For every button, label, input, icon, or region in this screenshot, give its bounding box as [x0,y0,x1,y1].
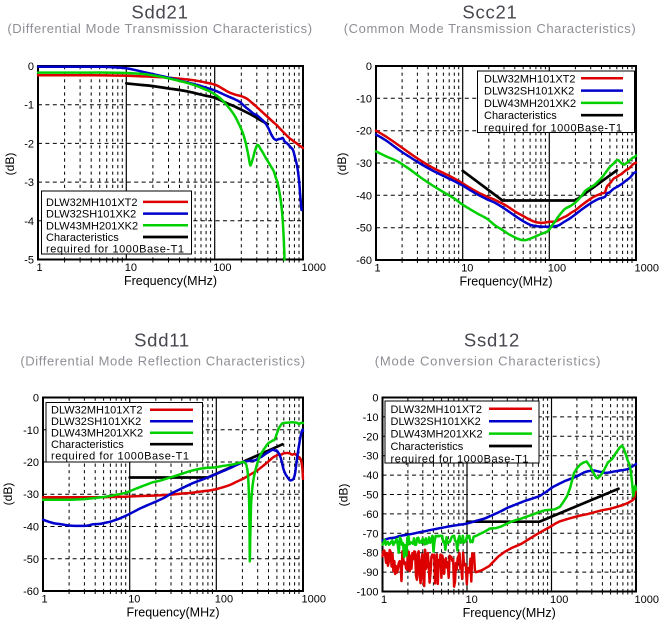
svg-text:Scc21: Scc21 [462,2,517,23]
svg-text:-20: -20 [23,457,39,469]
svg-text:0: 0 [33,393,39,405]
svg-text:-50: -50 [23,554,39,566]
svg-text:-40: -40 [363,470,379,482]
svg-text:Frequency(MHz): Frequency(MHz) [459,275,552,289]
svg-text:(Mode Conversion Characteristi: (Mode Conversion Characteristics) [375,353,602,368]
svg-text:Sdd11: Sdd11 [134,329,190,350]
svg-text:-50: -50 [356,223,372,235]
svg-text:DLW43MH201XK2: DLW43MH201XK2 [46,220,138,232]
svg-text:(Differential Mode Transmissio: (Differential Mode Transmission Characte… [7,21,312,36]
svg-text:DLW43MH201XK2: DLW43MH201XK2 [484,98,576,110]
svg-text:100: 100 [548,263,566,275]
svg-text:Frequency(MHz): Frequency(MHz) [463,606,556,620]
svg-text:DLW32MH101XT2: DLW32MH101XT2 [51,405,143,417]
svg-text:-90: -90 [363,567,379,579]
svg-text:(dB): (dB) [3,153,17,176]
svg-text:Characteristics: Characteristics [391,441,464,453]
svg-text:-40: -40 [356,190,372,202]
svg-text:DLW32SH101XK2: DLW32SH101XK2 [391,416,481,428]
svg-text:1000: 1000 [302,594,326,606]
svg-text:Frequency(MHz): Frequency(MHz) [124,274,217,288]
svg-text:1000: 1000 [635,594,659,606]
svg-text:required for 1000Base-T1: required for 1000Base-T1 [484,123,623,135]
svg-text:-70: -70 [363,528,379,540]
svg-text:100: 100 [213,262,231,274]
svg-text:DLW32MH101XT2: DLW32MH101XT2 [391,404,483,416]
svg-text:Sdd21: Sdd21 [131,2,188,23]
svg-text:10: 10 [461,263,473,275]
svg-text:1000: 1000 [635,263,659,275]
svg-text:-10: -10 [23,425,39,437]
svg-text:0: 0 [28,61,34,73]
svg-text:-30: -30 [356,158,372,170]
svg-text:-60: -60 [363,509,379,521]
svg-text:1: 1 [42,594,48,606]
svg-text:-20: -20 [363,431,379,443]
svg-text:-4: -4 [24,216,34,228]
svg-text:1000: 1000 [302,262,326,274]
svg-text:0: 0 [372,393,378,405]
svg-text:Ssd12: Ssd12 [464,329,520,350]
svg-text:-100: -100 [356,587,378,599]
svg-text:1: 1 [375,263,381,275]
svg-text:(Common Mode Transmission Char: (Common Mode Transmission Characteristic… [344,21,637,36]
svg-text:DLW32SH101XK2: DLW32SH101XK2 [51,416,141,428]
svg-text:DLW32SH101XK2: DLW32SH101XK2 [46,209,136,221]
svg-text:Characteristics: Characteristics [51,439,124,451]
svg-text:DLW32MH101XT2: DLW32MH101XT2 [46,197,138,209]
svg-text:(dB): (dB) [335,153,349,176]
svg-text:required for 1000Base-T1: required for 1000Base-T1 [391,453,530,465]
svg-text:Frequency(MHz): Frequency(MHz) [126,606,219,620]
svg-text:100: 100 [215,594,233,606]
svg-text:-10: -10 [356,93,372,105]
svg-text:-80: -80 [363,548,379,560]
svg-text:-50: -50 [363,490,379,502]
svg-text:required for 1000Base-T1: required for 1000Base-T1 [46,244,185,256]
svg-text:-60: -60 [23,586,39,598]
svg-text:1: 1 [381,594,387,606]
svg-text:-3: -3 [24,177,34,189]
svg-text:10: 10 [466,594,478,606]
svg-text:-60: -60 [356,255,372,267]
svg-text:100: 100 [550,594,568,606]
svg-text:-2: -2 [24,138,34,150]
svg-text:(dB): (dB) [336,484,350,507]
svg-text:-20: -20 [356,126,372,138]
svg-text:10: 10 [125,262,137,274]
svg-text:-5: -5 [24,255,34,267]
svg-text:0: 0 [366,61,372,73]
svg-text:(Differential Mode Reflection: (Differential Mode Reflection Characteri… [20,353,305,368]
svg-text:required for 1000Base-T1: required for 1000Base-T1 [51,451,190,463]
svg-text:-10: -10 [363,412,379,424]
svg-text:-30: -30 [23,489,39,501]
svg-text:DLW32MH101XT2: DLW32MH101XT2 [484,73,576,85]
svg-text:DLW32SH101XK2: DLW32SH101XK2 [484,86,574,98]
svg-text:-1: -1 [24,100,34,112]
svg-text:DLW43MH201XK2: DLW43MH201XK2 [391,429,483,441]
svg-text:Characteristics: Characteristics [46,232,119,244]
svg-text:1: 1 [37,262,43,274]
svg-text:Characteristics: Characteristics [484,110,557,122]
svg-text:DLW43MH201XK2: DLW43MH201XK2 [51,428,143,440]
svg-text:-40: -40 [23,522,39,534]
svg-text:-30: -30 [363,451,379,463]
svg-text:10: 10 [128,594,140,606]
svg-text:(dB): (dB) [1,483,15,506]
